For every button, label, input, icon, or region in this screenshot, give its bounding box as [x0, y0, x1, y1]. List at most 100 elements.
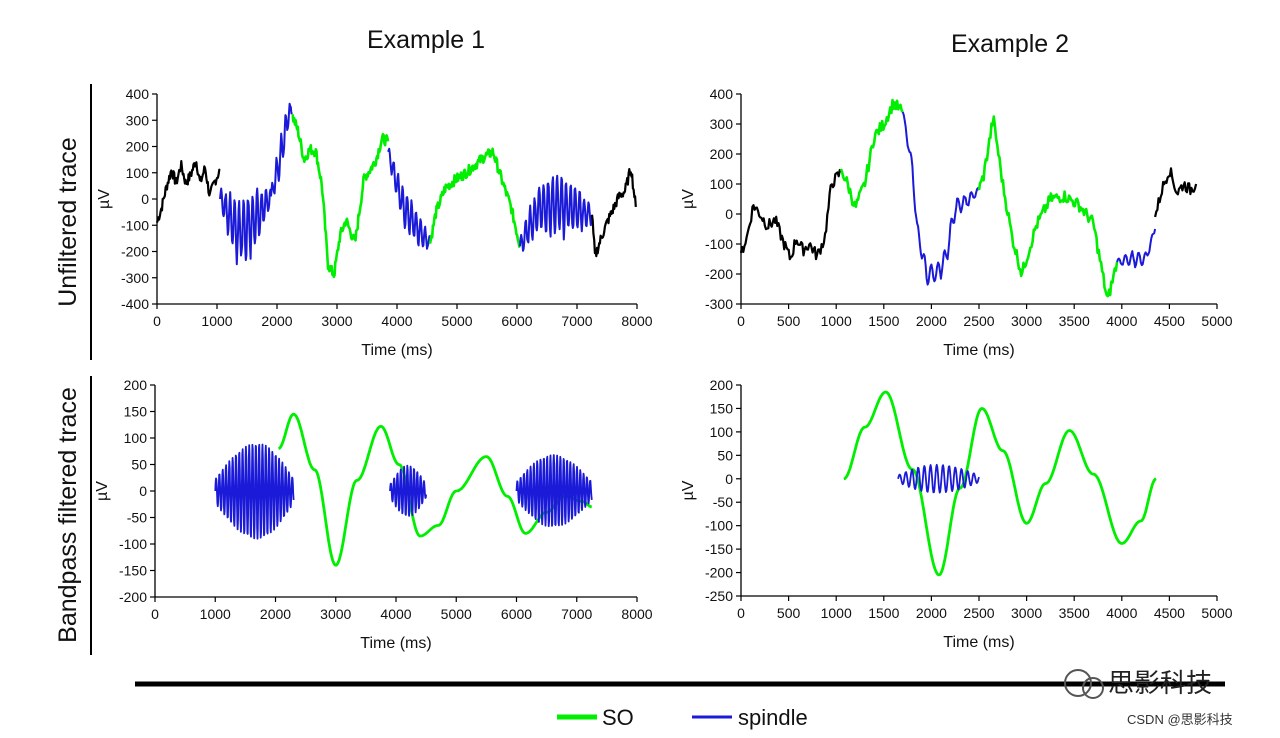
series-SO-line — [843, 390, 1157, 577]
y-tick-label: 0 — [139, 483, 147, 499]
y-tick-label: 200 — [126, 139, 150, 155]
y-tick-label: -300 — [121, 270, 149, 286]
x-tick-label: 3500 — [1059, 605, 1090, 621]
y-tick-label: -400 — [121, 296, 149, 312]
y-tick-label: 150 — [124, 404, 148, 420]
x-tick-label: 0 — [153, 313, 161, 329]
y-tick-label: 200 — [710, 377, 734, 393]
x-tick-label: 1000 — [200, 606, 231, 622]
series-spindle-line — [515, 454, 593, 528]
x-tick-label: 7000 — [561, 313, 592, 329]
series-spindle-line — [214, 443, 295, 540]
y-tick-label: 0 — [725, 471, 733, 487]
x-tick-label: 3000 — [1011, 313, 1042, 329]
series-spindle-line — [389, 464, 427, 517]
y-tick-label: 400 — [710, 86, 734, 102]
x-tick-label: 8000 — [621, 313, 652, 329]
x-tick-label: 6000 — [501, 313, 532, 329]
x-tick-label: 3500 — [1059, 313, 1090, 329]
x-tick-label: 0 — [737, 313, 745, 329]
x-tick-label: 1000 — [821, 313, 852, 329]
x-tick-label: 4000 — [380, 606, 411, 622]
y-tick-label: 300 — [126, 112, 150, 128]
y-tick-label: 50 — [131, 457, 147, 473]
y-tick-label: -300 — [705, 296, 733, 312]
y-tick-label: 300 — [710, 116, 734, 132]
x-tick-label: 2000 — [261, 313, 292, 329]
x-tick-label: 2000 — [916, 313, 947, 329]
series-spindle-line — [1116, 228, 1157, 269]
x-tick-label: 0 — [737, 605, 745, 621]
legend-so-label: SO — [602, 705, 634, 730]
x-tick-label: 4000 — [1106, 605, 1137, 621]
x-tick-label: 5000 — [1201, 605, 1232, 621]
y-tick-label: -100 — [121, 217, 149, 233]
series-background-line — [155, 160, 221, 223]
series-spindle-line — [519, 174, 593, 252]
x-tick-label: 4500 — [1154, 313, 1185, 329]
y-tick-label: -150 — [119, 563, 147, 579]
series-SO-line — [291, 113, 390, 279]
y-tick-label: -200 — [705, 266, 733, 282]
watermark-credit: CSDN @思影科技 — [1127, 712, 1233, 727]
y-tick-label: -250 — [705, 588, 733, 604]
x-tick-label: 4000 — [381, 313, 412, 329]
x-tick-label: 1000 — [201, 313, 232, 329]
watermark-logo-icon-2 — [1082, 677, 1104, 699]
x-tick-label: 2500 — [963, 605, 994, 621]
x-tick-label: 1000 — [821, 605, 852, 621]
y-tick-label: -200 — [121, 244, 149, 260]
x-tick-label: 5000 — [1201, 313, 1232, 329]
x-tick-label: 3000 — [1011, 605, 1042, 621]
x-axis-label: Time (ms) — [360, 635, 431, 652]
watermark-logo-text: 思影科技 — [1108, 668, 1212, 698]
series-spindle-line — [901, 111, 980, 286]
x-tick-label: 5000 — [441, 313, 472, 329]
column-title-example-1: Example 1 — [367, 26, 485, 54]
series-spindle-line — [387, 147, 431, 250]
x-tick-label: 500 — [777, 313, 801, 329]
x-tick-label: 500 — [777, 605, 801, 621]
row-title-filtered: Bandpass filtered trace — [54, 387, 82, 643]
x-tick-label: 1500 — [868, 313, 899, 329]
series-spindle-line — [219, 187, 272, 266]
y-tick-label: -150 — [705, 541, 733, 557]
series-SO-line — [839, 98, 904, 208]
y-tick-label: 100 — [710, 424, 734, 440]
x-tick-label: 2500 — [963, 313, 994, 329]
y-tick-label: -200 — [119, 589, 147, 605]
y-tick-label: -50 — [127, 510, 147, 526]
y-tick-label: 150 — [710, 400, 734, 416]
x-tick-label: 4500 — [1154, 605, 1185, 621]
x-tick-label: 5000 — [441, 606, 472, 622]
y-tick-label: -50 — [713, 494, 733, 510]
y-tick-label: 400 — [126, 86, 150, 102]
legend-spindle-label: spindle — [738, 705, 808, 730]
series-background-line — [1154, 167, 1198, 218]
column-title-example-2: Example 2 — [951, 30, 1069, 58]
x-tick-label: 8000 — [621, 606, 652, 622]
watermark: 思影科技 CSDN @思影科技 — [1064, 668, 1233, 727]
y-axis-label: µV — [96, 189, 113, 209]
x-axis-label: Time (ms) — [943, 342, 1014, 359]
y-axis-label: µV — [94, 481, 111, 501]
series-background-line — [739, 168, 842, 261]
y-tick-label: 100 — [126, 165, 150, 181]
series-background-line — [590, 168, 637, 258]
x-tick-label: 4000 — [1106, 313, 1137, 329]
row-title-unfiltered: Unfiltered trace — [54, 137, 82, 307]
y-axis-label: µV — [680, 189, 697, 209]
x-axis-label: Time (ms) — [943, 634, 1014, 651]
y-tick-label: -100 — [705, 518, 733, 534]
x-tick-label: 3000 — [321, 313, 352, 329]
y-tick-label: -100 — [119, 536, 147, 552]
x-axis-label: Time (ms) — [361, 342, 432, 359]
x-tick-label: 0 — [151, 606, 159, 622]
series-spindle-line — [897, 463, 980, 494]
x-tick-label: 6000 — [501, 606, 532, 622]
series-spindle-line — [270, 102, 293, 197]
x-tick-label: 1500 — [868, 605, 899, 621]
